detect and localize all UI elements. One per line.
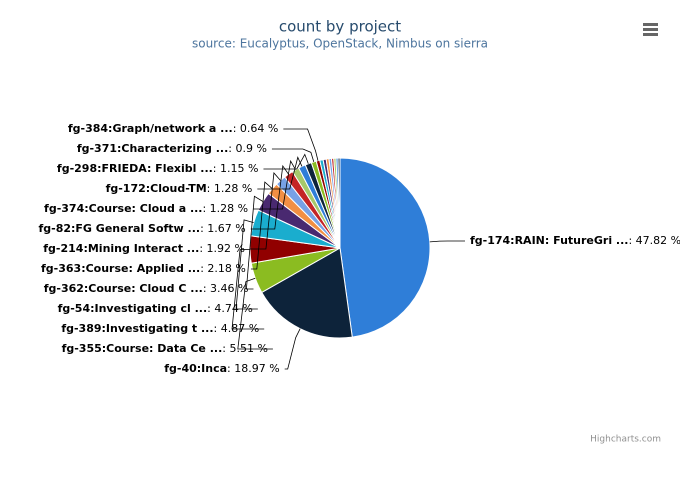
data-label: fg-389:Investigating t ...: 4.87 % [61, 322, 259, 335]
chart-title: count by project [279, 18, 401, 36]
pie-slice [337, 157, 341, 249]
label-name: fg-214:Mining Interact ... [43, 242, 199, 255]
data-label: fg-384:Graph/network a ...: 0.64 % [68, 122, 278, 135]
label-name: fg-389:Investigating t ... [61, 322, 213, 335]
connector [263, 153, 309, 170]
data-label: fg-355:Course: Data Ce ...: 5.51 % [62, 342, 268, 355]
connector [257, 156, 303, 190]
label-value: : 47.82 % [628, 234, 680, 247]
connector [250, 181, 273, 270]
data-label: fg-82:FG General Softw ...: 1.67 % [38, 222, 245, 235]
label-name: fg-371:Characterizing ... [77, 142, 228, 155]
label-name: fg-363:Course: Applied ... [41, 262, 200, 275]
label-name: fg-82:FG General Softw ... [38, 222, 200, 235]
label-value: : 5.51 % [222, 342, 268, 355]
menu-button[interactable] [636, 17, 664, 41]
label-value: : 4.87 % [214, 322, 260, 335]
menu-icon[interactable] [643, 23, 658, 36]
connector [253, 159, 296, 210]
data-label: fg-363:Course: Applied ...: 2.18 % [41, 262, 246, 275]
data-label: fg-172:Cloud-TM: 1.28 % [106, 182, 253, 195]
chart-subtitle: source: Eucalyptus, OpenStack, Nimbus on… [192, 37, 488, 51]
label-value: : 4.74 % [207, 302, 253, 315]
connector [284, 328, 301, 370]
connector [250, 171, 281, 250]
data-label: fg-54:Investigating cl ...: 4.74 % [58, 302, 253, 315]
data-label: fg-40:Inca: 18.97 % [164, 362, 279, 375]
data-label: fg-362:Course: Cloud C ...: 3.46 % [44, 282, 249, 295]
label-value: : 1.67 % [200, 222, 246, 235]
label-value: : 1.92 % [199, 242, 245, 255]
label-value: : 0.9 % [228, 142, 267, 155]
connector [283, 128, 319, 161]
label-name: fg-40:Inca [164, 362, 227, 375]
label-name: fg-298:FRIEDA: Flexibl ... [57, 162, 213, 175]
credits[interactable]: Highcharts.com [590, 435, 661, 445]
connector [429, 240, 465, 243]
data-label: fg-374:Course: Cloud a ...: 1.28 % [44, 202, 248, 215]
label-value: : 2.18 % [200, 262, 246, 275]
label-name: fg-374:Course: Cloud a ... [44, 202, 202, 215]
label-value: : 3.46 % [203, 282, 249, 295]
data-label: fg-174:RAIN: FutureGri ...: 47.82 % [470, 234, 680, 247]
label-value: : 1.28 % [207, 182, 253, 195]
data-label: fg-214:Mining Interact ...: 1.92 % [43, 242, 245, 255]
connector [250, 164, 289, 230]
connector [235, 219, 258, 310]
connector [271, 148, 315, 163]
label-value: : 1.28 % [202, 202, 248, 215]
label-value: : 0.64 % [233, 122, 279, 135]
data-label: fg-298:FRIEDA: Flexibl ...: 1.15 % [57, 162, 259, 175]
connector [245, 195, 264, 290]
label-name: fg-172:Cloud-TM [106, 182, 207, 195]
label-value: : 1.15 % [213, 162, 259, 175]
label-name: fg-54:Investigating cl ... [58, 302, 208, 315]
connector [231, 249, 265, 330]
label-name: fg-355:Course: Data Ce ... [62, 342, 223, 355]
label-name: fg-174:RAIN: FutureGri ... [470, 234, 628, 247]
label-name: fg-384:Graph/network a ... [68, 122, 233, 135]
data-label: fg-371:Characterizing ...: 0.9 % [77, 142, 267, 155]
pie-slice [339, 157, 431, 338]
connector [237, 277, 273, 350]
label-name: fg-362:Course: Cloud C ... [44, 282, 203, 295]
label-value: : 18.97 % [227, 362, 280, 375]
